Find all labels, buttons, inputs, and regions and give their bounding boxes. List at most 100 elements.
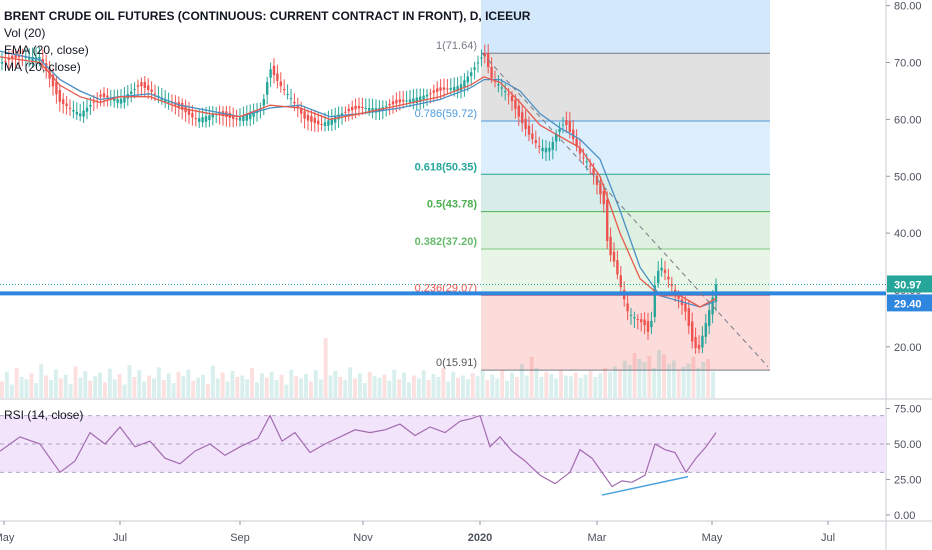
candle-body <box>612 251 616 262</box>
candle-body <box>357 105 361 109</box>
candle-body <box>565 120 568 126</box>
candle-body <box>266 82 269 95</box>
legend-ema[interactable]: EMA (20, close) <box>4 43 89 57</box>
volume-bar <box>421 370 426 398</box>
volume-bar <box>156 367 161 398</box>
candle-body <box>170 102 174 104</box>
volume-bar <box>490 374 495 398</box>
fib-zone-band <box>481 249 770 296</box>
candle-body <box>670 283 673 286</box>
fib-zone-band <box>481 120 770 175</box>
candle-body <box>439 87 442 91</box>
fib-level-label: 1(71.64) <box>436 40 477 52</box>
volume-bar <box>343 380 348 398</box>
volume-bar <box>201 374 205 398</box>
candle-body <box>687 308 690 326</box>
candle-body <box>14 54 17 59</box>
candle-body <box>412 98 415 104</box>
candle-body <box>113 98 116 101</box>
candle-body <box>368 108 371 111</box>
volume-bar <box>666 364 671 398</box>
volume-bar <box>102 382 107 398</box>
volume-bar <box>456 377 460 398</box>
volume-bar <box>338 377 343 398</box>
volume-bar <box>480 371 485 398</box>
candle-body <box>147 85 150 90</box>
fib-zone-band <box>481 211 770 250</box>
volume-bar <box>235 377 240 398</box>
volume-bar <box>613 366 617 398</box>
volume-bar <box>328 375 333 398</box>
volume-bar <box>642 362 647 398</box>
candle-body <box>85 107 89 112</box>
candle-body <box>327 120 330 126</box>
candle-body <box>453 86 456 91</box>
fib-level-label: 0.236(29.07) <box>415 282 477 294</box>
volume-bar <box>240 375 245 398</box>
volume-bar <box>250 368 255 398</box>
volume-bar <box>117 374 122 398</box>
legend-volume[interactable]: Vol (20) <box>4 26 46 40</box>
rsi-tick-label: 25.00 <box>894 474 922 486</box>
legend-ma[interactable]: MA (20, close) <box>4 60 81 74</box>
candle-body <box>140 82 143 87</box>
volume-bar <box>711 371 715 398</box>
candle-body <box>320 124 323 126</box>
volume-bar <box>269 371 274 398</box>
candle-body <box>561 124 565 126</box>
time-tick-label: Jul <box>113 532 127 544</box>
candle-body <box>422 95 425 100</box>
candle-body <box>323 122 327 127</box>
candle-body <box>436 88 439 92</box>
candle-body <box>480 57 483 59</box>
candle-body <box>463 80 466 88</box>
candle-body <box>701 335 704 348</box>
candle-body <box>65 103 68 107</box>
time-tick-label: Sep <box>230 532 250 544</box>
volume-bar <box>49 380 53 398</box>
candle-body <box>541 147 544 152</box>
volume-bar <box>382 374 387 398</box>
volume-bar <box>230 371 235 398</box>
candle-body <box>646 321 650 332</box>
candle-body <box>531 133 534 140</box>
candle-body <box>313 117 316 124</box>
volume-bar <box>554 378 559 398</box>
rsi-line <box>0 414 717 488</box>
candle-body <box>391 101 395 105</box>
candle-body <box>82 110 85 117</box>
price-tick-label: 60.00 <box>894 114 922 126</box>
candle-body <box>317 120 320 125</box>
candle-body <box>473 67 476 70</box>
legend-rsi[interactable]: RSI (14, close) <box>4 408 84 422</box>
candle-body <box>636 319 639 321</box>
candle-body <box>633 317 636 319</box>
volume-bar <box>588 371 593 398</box>
volume-bar <box>294 376 299 398</box>
candle-body <box>405 100 408 102</box>
volume-bar <box>323 338 328 398</box>
volume-bar <box>510 372 514 398</box>
candle-body <box>606 199 609 242</box>
volume-bar <box>358 373 362 398</box>
candle-body <box>79 113 82 117</box>
candle-body <box>167 101 170 103</box>
volume-bar <box>377 377 382 398</box>
volume-bar <box>274 380 279 398</box>
volume-bar <box>289 369 294 398</box>
candle-body <box>306 114 310 121</box>
time-tick-label: Jul <box>821 532 835 544</box>
candle-body <box>41 59 44 64</box>
volume-bar <box>181 376 186 398</box>
candle-body <box>476 62 480 64</box>
volume-bar <box>568 376 573 398</box>
volume-bar <box>137 370 142 398</box>
candle-body <box>92 101 95 103</box>
candle-body <box>385 106 388 108</box>
candle-body <box>99 94 102 97</box>
candle-body <box>449 87 452 90</box>
candle-body <box>123 96 126 103</box>
volume-bar <box>142 381 147 398</box>
candle-body <box>133 89 136 91</box>
price-tick-label: 50.00 <box>894 171 922 183</box>
